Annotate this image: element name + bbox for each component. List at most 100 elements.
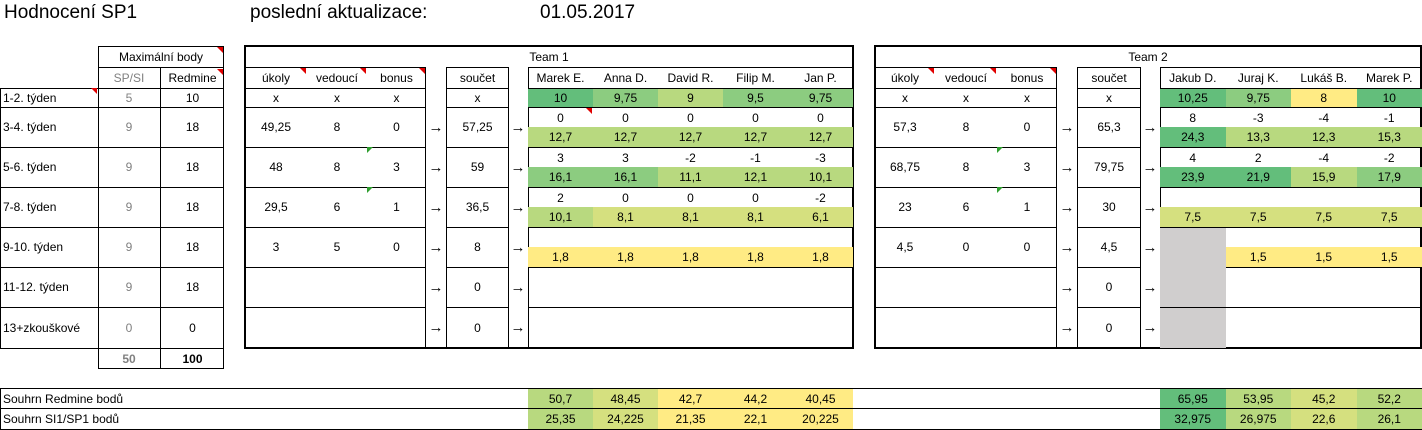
row-divider [1077, 187, 1141, 188]
score-cell: 12,7 [723, 127, 788, 147]
row-divider [1160, 267, 1422, 268]
row-divider [0, 227, 224, 228]
row-divider [1077, 307, 1141, 308]
row-divider [875, 307, 1057, 308]
row-divider [875, 187, 1057, 188]
week-label: 13+zkouškové [3, 320, 81, 335]
summary-spsi-cell: 26,975 [1225, 409, 1291, 429]
score-cell: 10 [1356, 89, 1422, 107]
row-divider [446, 187, 509, 188]
week-spsi-max: 0 [125, 320, 133, 335]
score-cell: 9,75 [593, 89, 658, 107]
cell-soucet: 0 [1105, 320, 1113, 335]
team1-subtable [245, 67, 426, 349]
member-header: Marek P. [1366, 71, 1413, 85]
cell-soucet: 0 [474, 280, 481, 294]
score-cell: 6,1 [788, 207, 853, 227]
score-cell: 12,7 [593, 127, 658, 147]
summary-spsi-label: Souhrn SI1/SP1 bodů [3, 412, 120, 426]
summary-spsi-cell: 22,1 [723, 409, 788, 429]
score-cell: 1,8 [593, 247, 658, 267]
summary-spsi-cell: 22,6 [1291, 409, 1357, 429]
score-delta: 0 [622, 110, 629, 125]
member-header: Lukáš B. [1300, 71, 1348, 85]
week-redmine-max: 18 [185, 200, 200, 214]
col-soucet-header: součet [1091, 71, 1127, 85]
summary-spsi-cell: 20,225 [788, 409, 853, 429]
col-ukoly-header: úkoly [890, 71, 919, 85]
cell-soucet: 4,5 [1100, 240, 1118, 254]
comment-marker [990, 68, 996, 74]
score-cell: 12,7 [528, 127, 593, 147]
row-divider [1077, 147, 1141, 148]
col-vedouci-header: vedoucí [944, 71, 988, 85]
score-cell: 10,1 [528, 207, 593, 227]
comment-marker [997, 187, 1003, 193]
week-label: 5-6. týden [3, 160, 57, 174]
week-label: 3-4. týden [3, 120, 57, 134]
cell-ukoly [875, 307, 935, 348]
member-header: Filip M. [736, 71, 775, 85]
summary-spsi-cell: 26,1 [1356, 409, 1422, 429]
total-spsi: 50 [122, 352, 136, 366]
summary-redmine-cell: 42,7 [658, 389, 723, 408]
row-divider [875, 227, 1057, 228]
arrow-icon: → [1059, 158, 1075, 176]
cell-bonus: x [393, 90, 400, 105]
arrow-icon: → [1059, 319, 1075, 336]
arrow-icon: → [1059, 238, 1075, 256]
row-divider [528, 187, 854, 188]
score-cell: 21,9 [1225, 167, 1291, 187]
week-redmine-max: 18 [185, 120, 200, 134]
arrow-icon: → [1142, 278, 1158, 296]
score-cell: 1,8 [788, 247, 853, 267]
cell-ukoly: x [902, 90, 908, 105]
score-delta [593, 228, 658, 247]
row-divider [1160, 227, 1422, 228]
score-delta: -2 [815, 190, 826, 205]
row-divider [245, 187, 426, 188]
score-delta: 2 [1254, 150, 1262, 165]
cell-bonus: 0 [393, 120, 400, 134]
comment-marker [367, 187, 373, 193]
row-divider [875, 267, 1057, 268]
col-bonus-header: bonus [380, 71, 413, 85]
cell-vedouci [935, 267, 997, 307]
score-cell: 9,75 [788, 89, 853, 107]
score-delta: -1 [750, 150, 761, 165]
score-delta: -3 [815, 150, 826, 165]
summary-spsi-cell: 25,35 [528, 409, 593, 429]
summary-redmine-label: Souhrn Redmine bodů [3, 391, 124, 406]
row-divider [528, 307, 854, 308]
row-divider [245, 267, 426, 268]
score-delta: -1 [1383, 110, 1395, 125]
score-cell: 7,5 [1225, 207, 1291, 227]
total-redmine: 100 [182, 352, 203, 366]
col-redmine-header: Redmine [168, 71, 217, 85]
team2-title: Team 2 [1128, 50, 1168, 64]
score-delta [723, 228, 788, 247]
row-divider [528, 107, 854, 108]
comment-marker [300, 68, 306, 74]
score-cell: 10 [528, 89, 593, 107]
week-redmine-max: 18 [185, 160, 200, 174]
cell-vedouci: x [963, 90, 969, 105]
score-delta [788, 228, 853, 247]
row-divider [1077, 107, 1141, 108]
max-points-header: Maximální body [118, 50, 204, 64]
member-header: Juraj K. [1237, 71, 1279, 85]
cell-vedouci: 8 [333, 120, 341, 134]
cell-soucet: 30 [1102, 200, 1116, 214]
arrow-icon: → [510, 118, 526, 136]
cell-ukoly: 68,75 [889, 160, 921, 174]
cell-soucet: x [1106, 90, 1112, 105]
cell-soucet: 36,5 [465, 200, 490, 214]
row-divider [245, 307, 426, 308]
comment-marker [367, 147, 373, 153]
week-spsi-max: 5 [125, 90, 133, 105]
col-vedouci-header: vedoucí [315, 71, 359, 85]
week-spsi-max: 9 [125, 200, 133, 214]
cell-vedouci: 6 [333, 200, 341, 214]
score-delta [658, 228, 723, 247]
row-divider [0, 348, 224, 349]
